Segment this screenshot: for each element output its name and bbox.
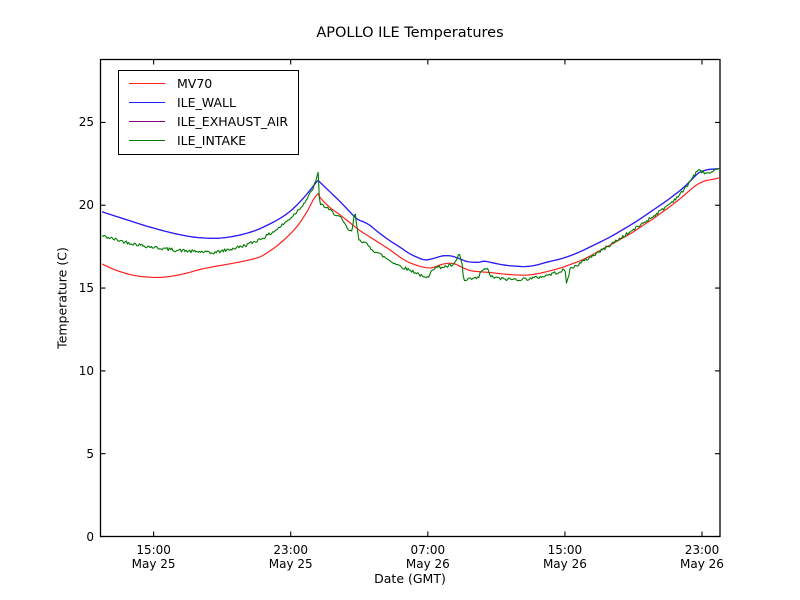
y-axis-label: Temperature (C) [54,247,70,349]
legend: MV70 ILE_WALL ILE_EXHAUST_AIR ILE_INTAKE [118,70,300,155]
y-tick-label: 0 [86,529,94,544]
legend-label: ILE_WALL [177,95,236,110]
x-tick-time: 15:00 [547,542,583,557]
legend-label: ILE_EXHAUST_AIR [177,114,289,129]
x-tick-date: May 26 [405,556,450,571]
x-tick-time: 15:00 [136,542,171,557]
x-tick-label: 15:00 May 25 [109,543,199,571]
series-line-ile_wall [102,168,720,268]
x-tick-date: May 26 [542,556,587,571]
x-tick-label: 23:00 May 25 [246,543,336,571]
x-tick-label: 23:00 May 26 [657,543,747,571]
legend-item: ILE_INTAKE [129,131,288,150]
legend-line-sample [129,83,165,84]
axes-frame [99,58,721,538]
chart-title: APOLLO ILE Temperatures [316,25,504,41]
y-tick-label: 20 [78,198,94,213]
y-tick-label: 10 [78,363,94,378]
legend-item: ILE_WALL [129,93,288,112]
series-line-ile_intake [101,167,720,284]
x-tick-label: 15:00 May 26 [520,543,610,571]
x-tick-time: 07:00 [410,542,446,557]
x-tick-time: 23:00 [684,542,720,557]
x-tick-time: 23:00 [273,542,309,557]
legend-item: ILE_EXHAUST_AIR [129,112,288,131]
x-tick-date: May 25 [131,556,176,571]
x-axis-label: Date (GMT) [374,571,446,586]
legend-label: MV70 [177,76,213,91]
legend-item: MV70 [129,74,288,93]
y-tick-label: 5 [86,446,94,461]
y-tick-label: 25 [78,115,94,130]
x-tick-date: May 26 [680,556,724,571]
legend-line-sample [129,121,165,122]
x-tick-date: May 25 [268,556,313,571]
legend-line-sample [129,140,165,141]
legend-label: ILE_INTAKE [177,133,247,148]
x-tick-label: 07:00 May 26 [383,543,473,571]
series-line-ile_exhaust_air [102,168,720,268]
y-tick-label: 15 [78,281,94,296]
legend-line-sample [129,102,165,103]
